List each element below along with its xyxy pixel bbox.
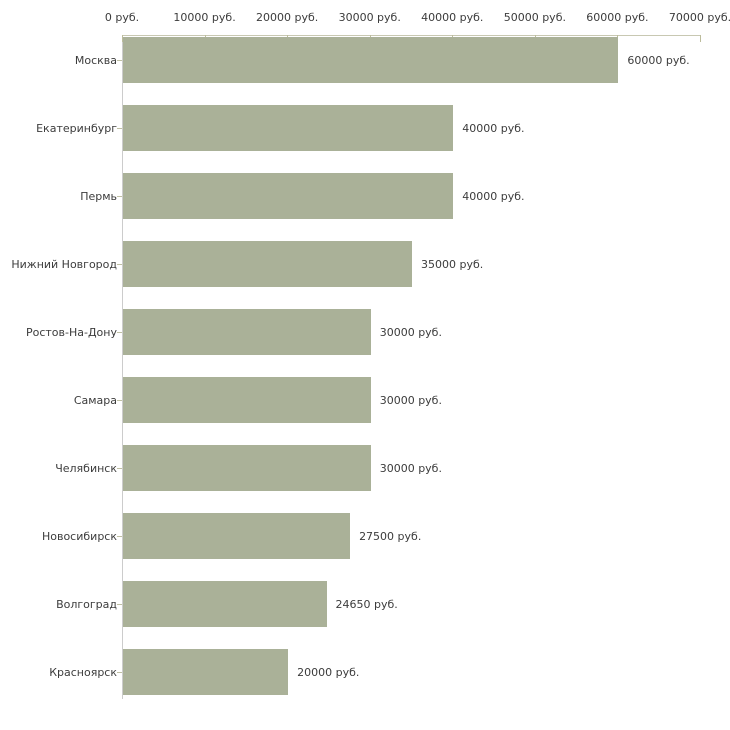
- category-label: Красноярск: [49, 665, 117, 679]
- value-label: 30000 руб.: [379, 325, 442, 339]
- value-label: 30000 руб.: [379, 461, 442, 475]
- category-tick-mark: [117, 60, 122, 61]
- bar-9: [123, 581, 327, 627]
- category-label: Самара: [73, 393, 117, 407]
- value-label: 40000 руб.: [462, 189, 525, 203]
- x-axis-tick-mark: [700, 35, 701, 42]
- category-label: Нижний Новгород: [11, 257, 117, 271]
- top-axis-line: [122, 35, 701, 36]
- left-axis-line: [122, 35, 123, 699]
- category-tick-mark: [117, 196, 122, 197]
- category-tick-mark: [117, 604, 122, 605]
- category-tick-mark: [117, 332, 122, 333]
- x-axis-tick-label: 30000 руб.: [338, 11, 401, 24]
- bar-1: [123, 37, 619, 83]
- x-axis-tick-label: 60000 руб.: [586, 11, 649, 24]
- x-axis-tick-mark: [122, 35, 123, 42]
- value-label: 35000 руб.: [421, 257, 484, 271]
- value-label: 60000 руб.: [627, 53, 690, 67]
- category-tick-mark: [117, 468, 122, 469]
- x-axis-tick-label: 0 руб.: [104, 11, 140, 24]
- value-label: 27500 руб.: [359, 529, 422, 543]
- category-label: Ростов-На-Дону: [25, 325, 117, 339]
- category-label: Пермь: [80, 189, 117, 203]
- category-label: Челябинск: [55, 461, 117, 475]
- category-label: Новосибирск: [41, 529, 117, 543]
- category-tick-mark: [117, 672, 122, 673]
- x-axis-tick-label: 50000 руб.: [503, 11, 566, 24]
- category-label: Волгоград: [56, 597, 117, 611]
- category-label: Екатеринбург: [36, 121, 117, 135]
- value-label: 24650 руб.: [335, 597, 398, 611]
- category-tick-mark: [117, 264, 122, 265]
- category-tick-mark: [117, 400, 122, 401]
- value-label: 20000 руб.: [297, 665, 360, 679]
- bar-5: [123, 309, 371, 355]
- x-axis-tick-label: 40000 руб.: [421, 11, 484, 24]
- x-axis-tick-label: 10000 руб.: [173, 11, 236, 24]
- x-axis-tick-label: 20000 руб.: [256, 11, 319, 24]
- bar-7: [123, 445, 371, 491]
- bar-2: [123, 105, 454, 151]
- category-tick-mark: [117, 536, 122, 537]
- value-label: 30000 руб.: [379, 393, 442, 407]
- bar-8: [123, 513, 351, 559]
- bar-6: [123, 377, 371, 423]
- bar-10: [123, 649, 289, 695]
- bar-3: [123, 173, 454, 219]
- value-label: 40000 руб.: [462, 121, 525, 135]
- category-tick-mark: [117, 128, 122, 129]
- x-axis-tick-label: 70000 руб.: [668, 11, 730, 24]
- category-label: Москва: [74, 53, 117, 67]
- bar-4: [123, 241, 412, 287]
